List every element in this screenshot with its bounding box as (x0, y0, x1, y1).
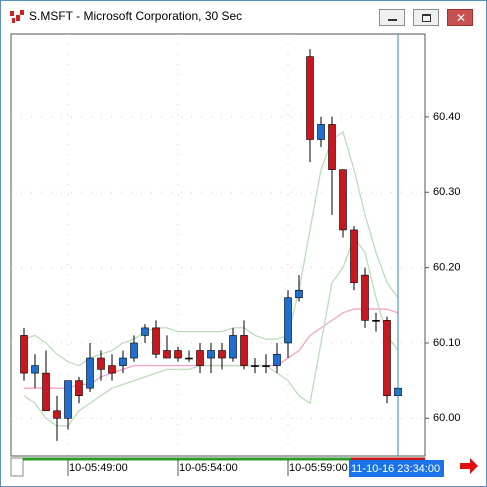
crosshair-label-bg (349, 460, 444, 477)
plot-frame (10, 33, 426, 457)
y-tick-label: 60.20 (433, 262, 461, 274)
candle-body (218, 350, 226, 359)
candle-body (64, 380, 72, 419)
candle-body (53, 410, 61, 419)
candle-body (361, 274, 369, 321)
candle-body (42, 372, 50, 412)
candle-body (152, 327, 160, 355)
candle-body (328, 124, 336, 170)
candle-body (350, 229, 358, 283)
candle-body (141, 327, 149, 336)
candle-body (86, 357, 94, 389)
candle-body (174, 350, 182, 359)
y-tick-label: 60.40 (433, 111, 461, 123)
candle-body (295, 289, 303, 299)
candle-body (262, 365, 270, 367)
x-tick-label: 10-05:54:00 (179, 462, 238, 474)
maximize-button[interactable] (413, 9, 439, 26)
candle-body (20, 335, 28, 374)
y-tick-label: 60.00 (433, 412, 461, 424)
candle-body (229, 335, 237, 359)
crosshair-label: 11-10-16 23:34:00 (351, 463, 440, 475)
candle-body (339, 169, 347, 231)
close-button[interactable]: ✕ (447, 9, 473, 26)
minimize-button[interactable] (379, 9, 405, 26)
scroll-box (10, 457, 24, 477)
candle-body (97, 357, 105, 370)
x-tick-label: 10-05:49:00 (69, 462, 128, 474)
candle-body (185, 357, 193, 360)
candle-body (130, 342, 138, 359)
candle-body (372, 320, 380, 322)
candle-body (383, 320, 391, 397)
candle-body (306, 56, 314, 140)
candle-body (284, 297, 292, 344)
candle-body (119, 357, 127, 366)
y-tick-label: 60.10 (433, 337, 461, 349)
candle-body (108, 365, 116, 374)
window-title: S.MSFT - Microsoft Corporation, 30 Sec (29, 9, 243, 23)
candle-body (75, 380, 83, 397)
x-tick-label: 10-05:59:00 (289, 462, 348, 474)
app-icon (10, 10, 24, 23)
candle-body (317, 124, 325, 140)
candle-body (251, 365, 259, 367)
candle-body (163, 350, 171, 359)
candle-body (31, 365, 39, 374)
candle-body (273, 353, 281, 366)
title-bar: S.MSFT - Microsoft Corporation, 30 Sec ✕ (1, 1, 486, 31)
scroll-arrow[interactable] (460, 458, 478, 474)
candle-body (207, 350, 215, 359)
candle-body (240, 335, 248, 366)
candle-body (196, 350, 204, 366)
y-tick-label: 60.30 (433, 186, 461, 198)
